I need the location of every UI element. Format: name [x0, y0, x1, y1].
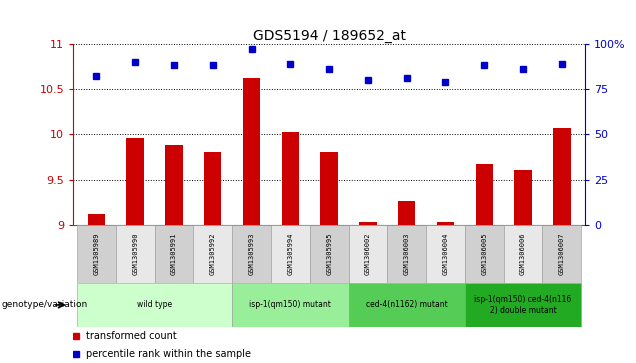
Text: GSM1306002: GSM1306002 [365, 233, 371, 276]
Bar [88, 214, 105, 225]
Text: percentile rank within the sample: percentile rank within the sample [86, 349, 251, 359]
Text: transformed count: transformed count [86, 331, 177, 341]
Bar [515, 170, 532, 225]
Bar [204, 152, 221, 225]
Bar [321, 152, 338, 225]
Text: wild type: wild type [137, 301, 172, 309]
Bar [271, 225, 310, 283]
Bar [426, 225, 465, 283]
Bar [77, 225, 116, 283]
Bar [543, 225, 581, 283]
Bar [282, 132, 299, 225]
Bar [243, 78, 260, 225]
Text: GSM1306003: GSM1306003 [404, 233, 410, 276]
Bar [359, 222, 377, 225]
Text: GSM1306004: GSM1306004 [443, 233, 448, 276]
Text: GSM1306007: GSM1306007 [559, 233, 565, 276]
Bar [437, 222, 454, 225]
Bar [553, 128, 570, 225]
Bar [77, 283, 232, 327]
Text: GSM1305989: GSM1305989 [93, 233, 99, 276]
Bar [476, 164, 493, 225]
Bar [232, 225, 271, 283]
Bar [232, 283, 349, 327]
Text: GSM1305995: GSM1305995 [326, 233, 332, 276]
Text: isp-1(qm150) mutant: isp-1(qm150) mutant [249, 301, 331, 309]
Bar [387, 225, 426, 283]
Bar [504, 225, 543, 283]
Bar [193, 225, 232, 283]
Text: GSM1306006: GSM1306006 [520, 233, 526, 276]
Text: isp-1(qm150) ced-4(n116
2) double mutant: isp-1(qm150) ced-4(n116 2) double mutant [474, 295, 572, 315]
Bar [127, 138, 144, 225]
Bar [349, 283, 465, 327]
Text: GSM1305992: GSM1305992 [210, 233, 216, 276]
Title: GDS5194 / 189652_at: GDS5194 / 189652_at [252, 29, 406, 42]
Bar [116, 225, 155, 283]
Bar [155, 225, 193, 283]
Bar [310, 225, 349, 283]
Text: GSM1305990: GSM1305990 [132, 233, 138, 276]
Bar [465, 283, 581, 327]
Text: GSM1305991: GSM1305991 [171, 233, 177, 276]
Text: GSM1305994: GSM1305994 [287, 233, 293, 276]
Text: GSM1305993: GSM1305993 [249, 233, 254, 276]
Text: ced-4(n1162) mutant: ced-4(n1162) mutant [366, 301, 448, 309]
Bar [465, 225, 504, 283]
Text: genotype/variation: genotype/variation [1, 301, 88, 309]
Bar [349, 225, 387, 283]
Text: GSM1306005: GSM1306005 [481, 233, 487, 276]
Bar [398, 200, 415, 225]
Bar [165, 145, 183, 225]
